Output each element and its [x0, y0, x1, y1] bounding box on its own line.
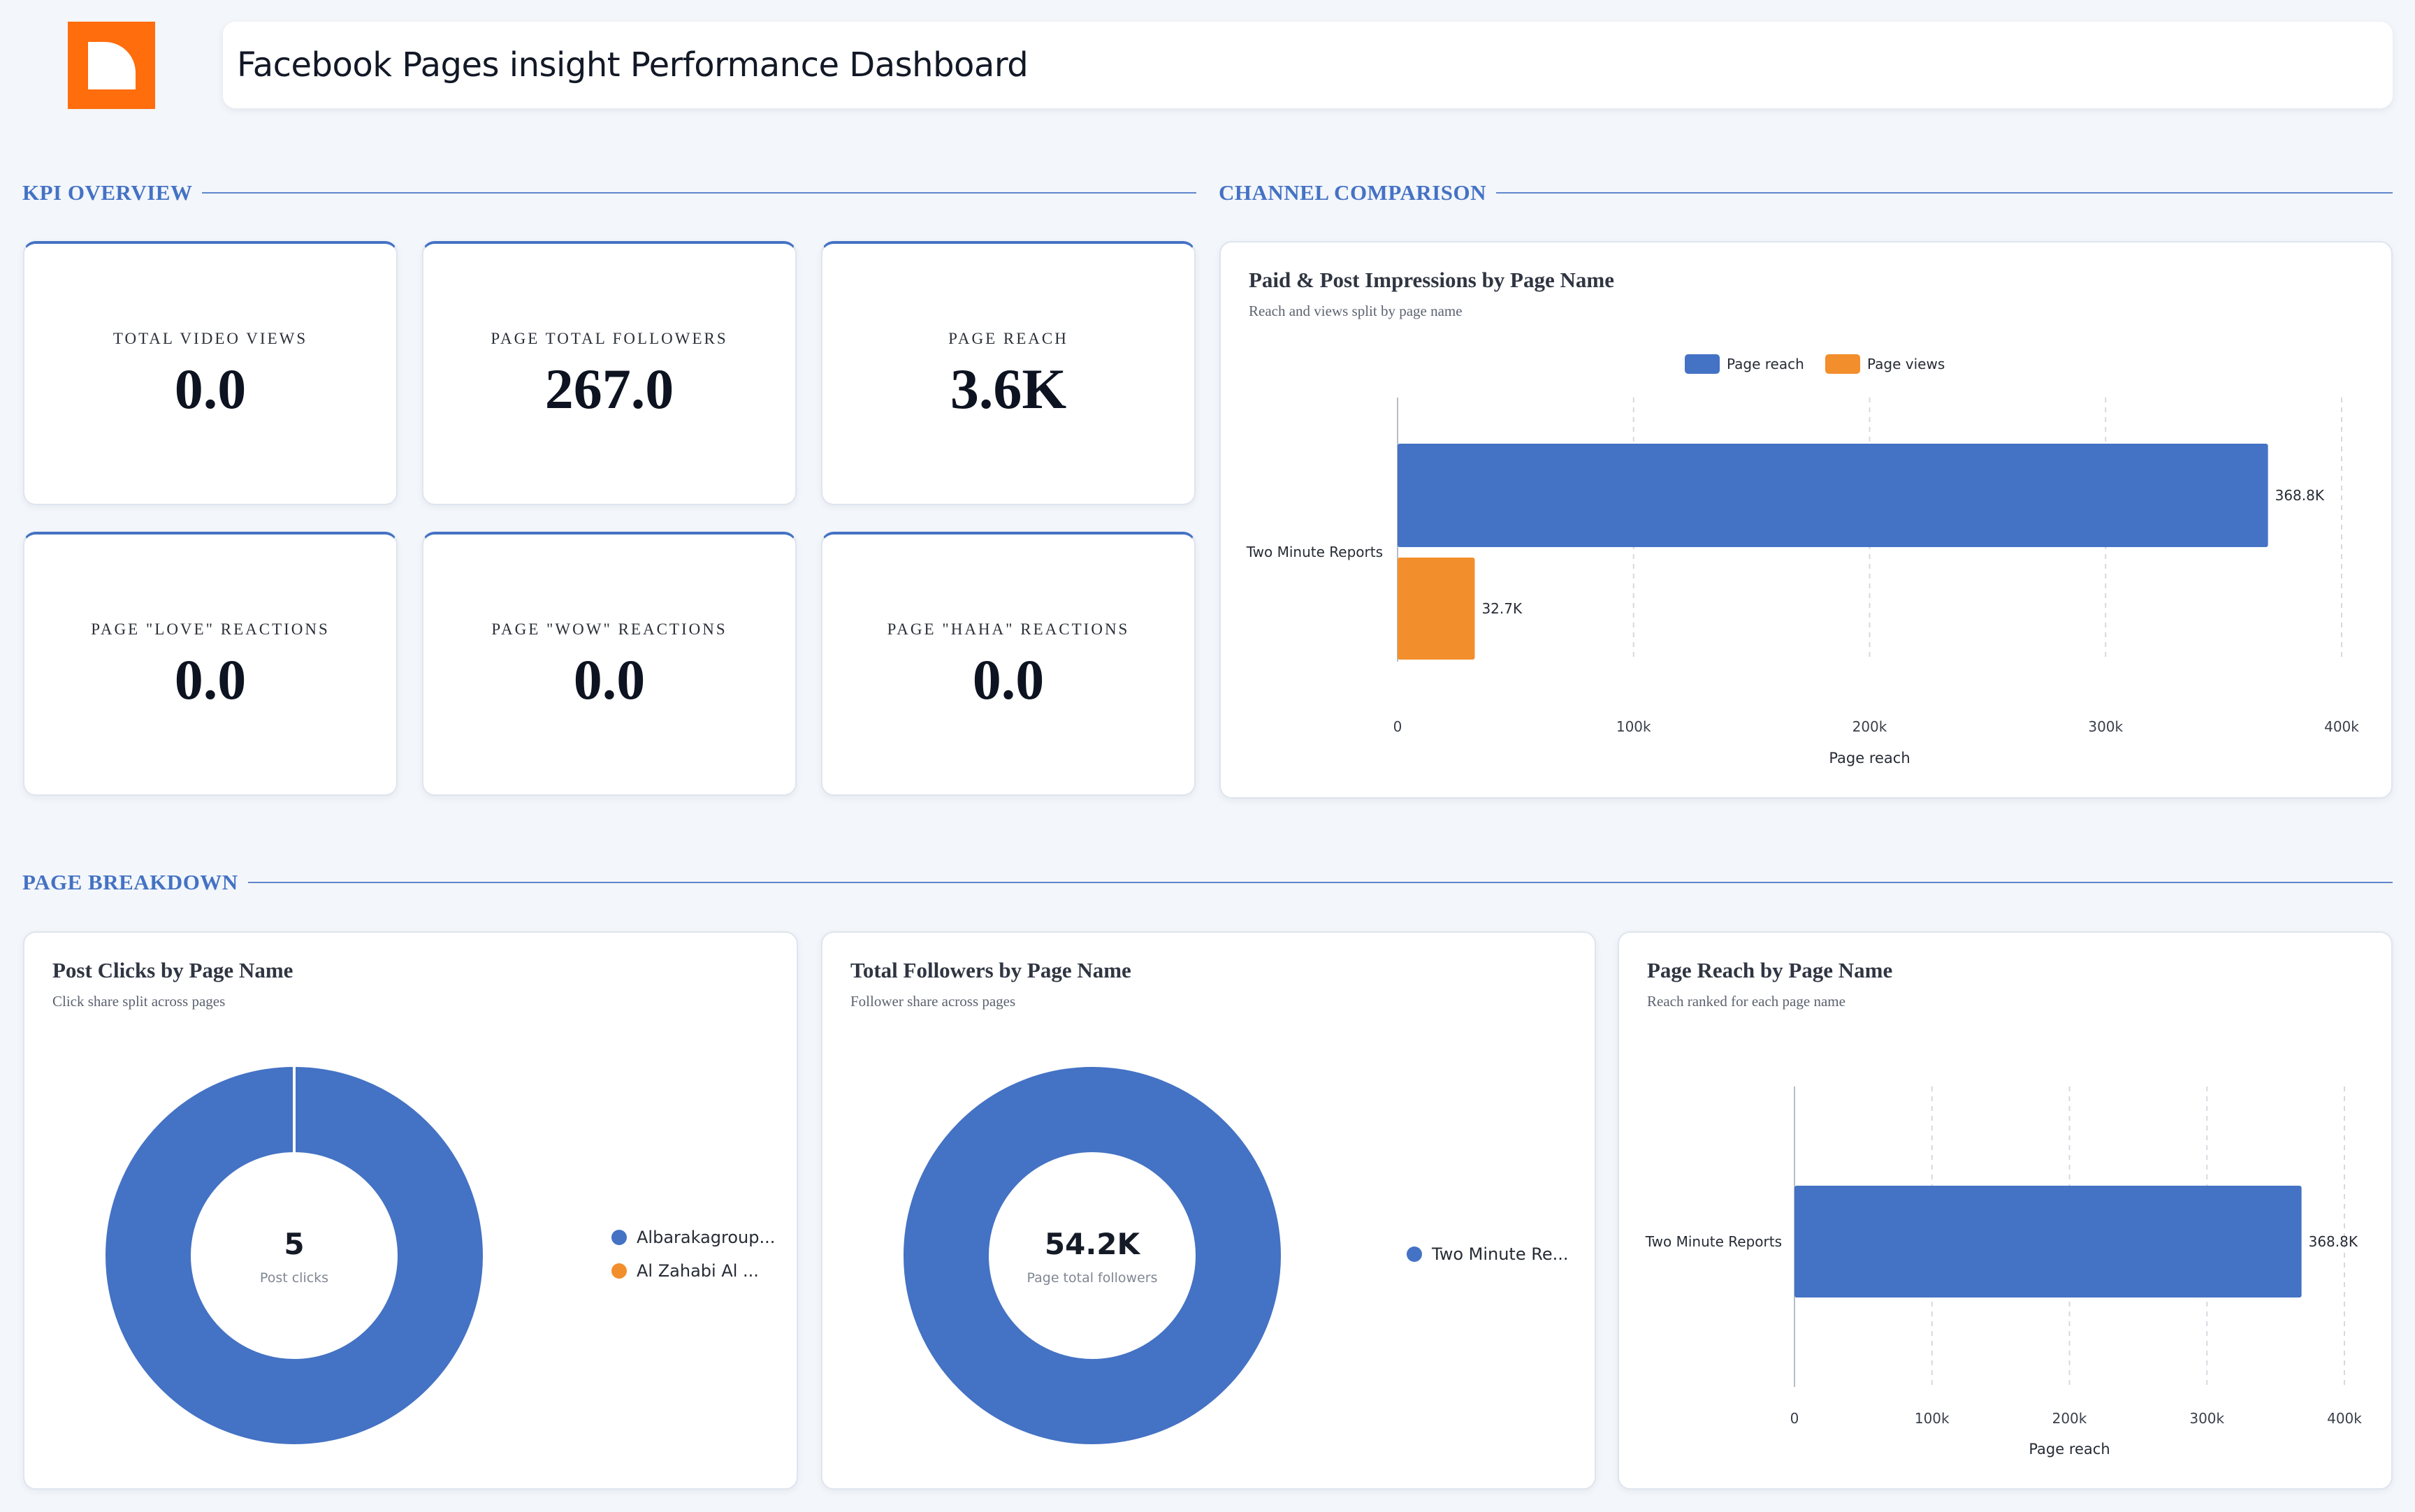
kpi-value: 0.0 — [174, 357, 247, 421]
legend-label: Al Zahabi Al ... — [637, 1261, 759, 1281]
kpi-card-wow-reactions: PAGE "WOW" REACTIONS 0.0 — [422, 532, 797, 796]
x-tick-label: 0 — [1790, 1410, 1799, 1427]
page-reach-bar-chart: 0 100k 200k 300k 400k Page reach Two Minute Re… — [1645, 1086, 2362, 1458]
section-title: KPI OVERVIEW — [22, 180, 193, 205]
donut-center-value: 5 — [284, 1227, 304, 1261]
legend-label: Albarakagroup... — [637, 1228, 776, 1247]
legend-swatch — [1685, 354, 1720, 374]
chart-legend: Two Minute Re... — [1407, 1237, 1568, 1271]
logo-mark-icon — [87, 41, 136, 89]
kpi-value: 0.0 — [573, 648, 646, 711]
bar-page-views — [1398, 558, 1475, 660]
chart-legend: Albarakagroup... Al Zahabi Al ... — [611, 1221, 775, 1288]
chart-card-page-reach: Page Reach by Page Name Reach ranked for… — [1618, 931, 2393, 1490]
kpi-label: PAGE "HAHA" REACTIONS — [887, 620, 1130, 638]
donut-center-label: Post clicks — [260, 1270, 328, 1286]
bar-page-reach — [1398, 444, 2268, 547]
x-tick-label: 200k — [2052, 1410, 2087, 1427]
legend-label: Two Minute Re... — [1432, 1244, 1569, 1264]
kpi-card-haha-reactions: PAGE "HAHA" REACTIONS 0.0 — [821, 532, 1196, 796]
section-divider — [1496, 192, 2393, 194]
x-axis-title: Page reach — [2029, 1441, 2110, 1458]
x-tick-label: 200k — [1852, 718, 1887, 735]
legend-dot-icon — [611, 1263, 627, 1279]
kpi-label: PAGE "WOW" REACTIONS — [491, 620, 727, 638]
section-title: CHANNEL COMPARISON — [1219, 180, 1487, 205]
followers-donut-chart: 54.2K Page total followers — [904, 1067, 1281, 1444]
kpi-value: 0.0 — [174, 648, 247, 711]
kpi-value: 267.0 — [544, 357, 674, 421]
bar-data-label: 368.8K — [2309, 1233, 2358, 1250]
impressions-bar-chart: 0 100k 200k 300k 400k Page reach Two Minute Re… — [1246, 354, 2359, 766]
legend-label: Page reach — [1727, 356, 1804, 372]
page-header: Facebook Pages insight Performance Dashb… — [223, 22, 2393, 108]
kpi-label: PAGE TOTAL FOLLOWERS — [491, 330, 728, 347]
legend-item[interactable]: Albarakagroup... — [611, 1221, 775, 1254]
kpi-label: PAGE "LOVE" REACTIONS — [91, 620, 330, 638]
chart-card-followers: Total Followers by Page Name Follower sh… — [821, 931, 1596, 1490]
legend-label: Page views — [1867, 356, 1945, 372]
x-axis-title: Page reach — [1829, 750, 1910, 766]
bar-data-label: 32.7K — [1481, 600, 1523, 617]
bar-page-reach — [1794, 1186, 2302, 1297]
kpi-value: 3.6K — [950, 357, 1067, 421]
legend-item[interactable]: Al Zahabi Al ... — [611, 1254, 775, 1288]
chart-subtitle: Follower share across pages — [850, 993, 1016, 1010]
section-divider — [247, 882, 2393, 883]
x-tick-label: 0 — [1393, 718, 1402, 735]
kpi-card-total-video-views: TOTAL VIDEO VIEWS 0.0 — [23, 241, 398, 505]
page-title: Facebook Pages insight Performance Dashb… — [237, 45, 1029, 85]
chart-card-post-clicks: Post Clicks by Page Name Click share spl… — [23, 931, 798, 1490]
y-category-label: Two Minute Reports — [1645, 1233, 1782, 1250]
x-tick-label: 300k — [2189, 1410, 2224, 1427]
section-kpi-overview: KPI OVERVIEW — [22, 180, 1196, 205]
donut-slice — [904, 1067, 1281, 1444]
y-category-label: Two Minute Reports — [1246, 544, 1383, 560]
kpi-value: 0.0 — [972, 648, 1045, 711]
kpi-card-page-reach: PAGE REACH 3.6K — [821, 241, 1196, 505]
legend-item[interactable]: Two Minute Re... — [1407, 1237, 1568, 1271]
chart-subtitle: Reach and views split by page name — [1249, 303, 1463, 319]
x-tick-label: 100k — [1616, 718, 1651, 735]
chart-title: Paid & Post Impressions by Page Name — [1249, 268, 1614, 292]
kpi-card-page-total-followers: PAGE TOTAL FOLLOWERS 267.0 — [422, 241, 797, 505]
kpi-card-love-reactions: PAGE "LOVE" REACTIONS 0.0 — [23, 532, 398, 796]
section-page-breakdown: PAGE BREAKDOWN — [22, 870, 2393, 895]
x-tick-label: 400k — [2324, 718, 2359, 735]
legend-dot-icon — [611, 1230, 627, 1245]
donut-center-value: 54.2K — [1045, 1227, 1141, 1261]
chart-subtitle: Reach ranked for each page name — [1647, 993, 1845, 1010]
donut-center-label: Page total followers — [1027, 1270, 1158, 1286]
brand-logo — [68, 22, 155, 109]
legend-swatch — [1825, 354, 1860, 374]
chart-card-impressions: Paid & Post Impressions by Page Name Rea… — [1219, 241, 2393, 799]
kpi-label: PAGE REACH — [948, 330, 1068, 347]
chart-title: Total Followers by Page Name — [850, 958, 1131, 982]
bar-data-label: 368.8K — [2275, 487, 2325, 504]
legend-dot-icon — [1407, 1246, 1422, 1262]
chart-subtitle: Click share split across pages — [52, 993, 226, 1010]
x-tick-label: 300k — [2088, 718, 2123, 735]
section-divider — [202, 192, 1196, 194]
chart-title: Post Clicks by Page Name — [52, 958, 293, 982]
post-clicks-donut-chart: 5 Post clicks — [106, 1066, 483, 1444]
chart-title: Page Reach by Page Name — [1647, 958, 1893, 982]
kpi-label: TOTAL VIDEO VIEWS — [113, 330, 308, 347]
x-tick-label: 400k — [2327, 1410, 2362, 1427]
section-title: PAGE BREAKDOWN — [22, 870, 238, 894]
x-tick-label: 100k — [1915, 1410, 1950, 1427]
section-channel-comparison: CHANNEL COMPARISON — [1219, 180, 2393, 205]
